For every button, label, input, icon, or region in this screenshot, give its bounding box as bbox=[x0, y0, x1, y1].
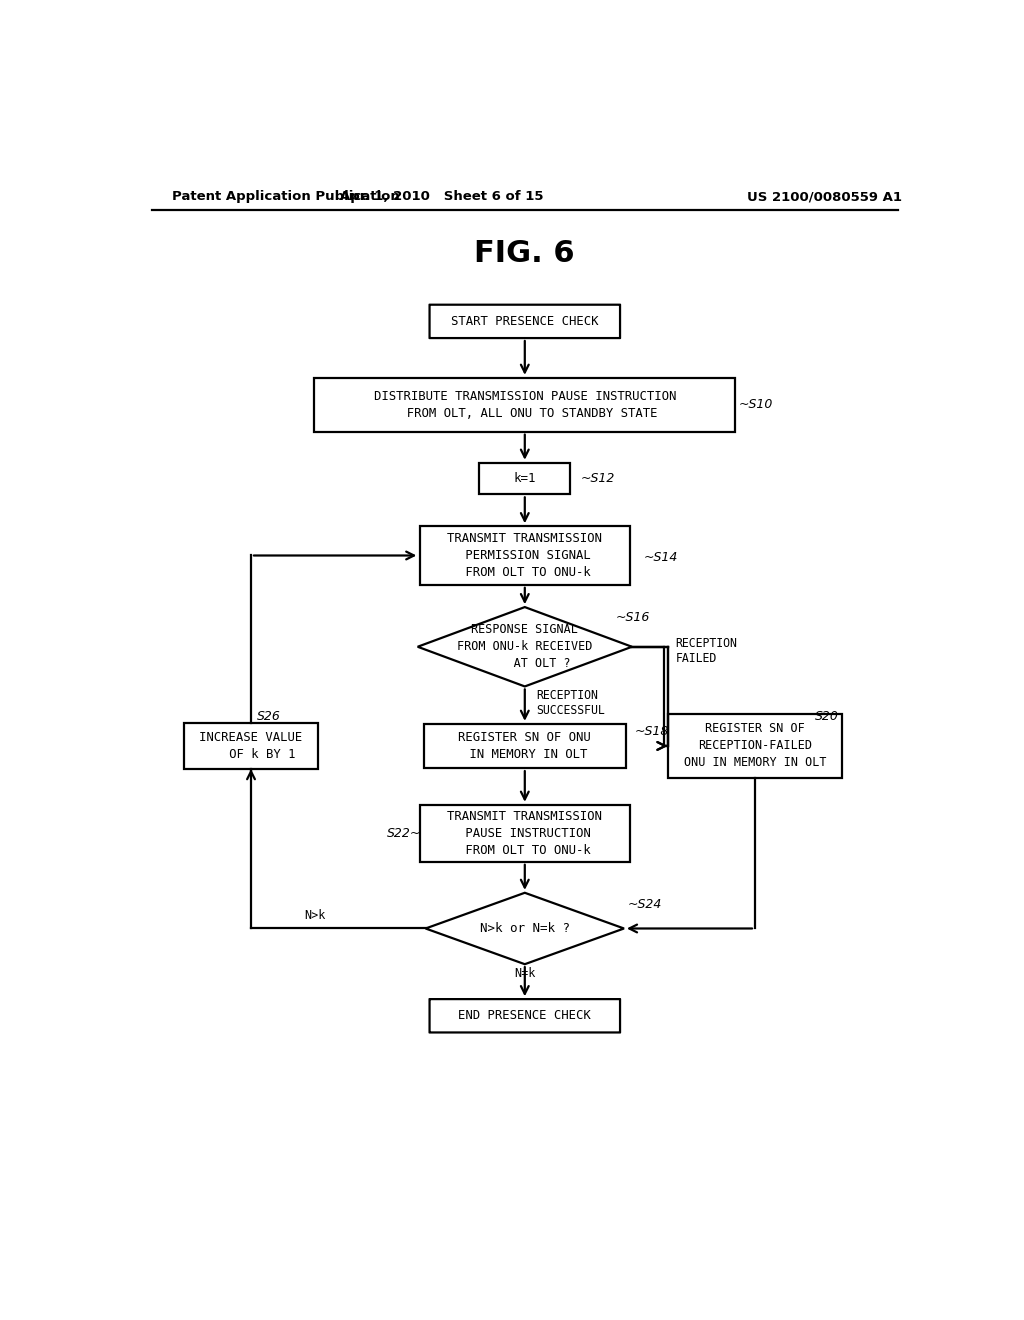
Text: Patent Application Publication: Patent Application Publication bbox=[172, 190, 399, 203]
Text: TRANSMIT TRANSMISSION
 PERMISSION SIGNAL
 FROM OLT TO ONU-k: TRANSMIT TRANSMISSION PERMISSION SIGNAL … bbox=[447, 532, 602, 579]
Bar bbox=[183, 723, 318, 770]
Bar bbox=[424, 723, 626, 768]
Text: ~S12: ~S12 bbox=[581, 473, 614, 484]
Text: ~S24: ~S24 bbox=[628, 898, 663, 911]
Text: REGISTER SN OF ONU
 IN MEMORY IN OLT: REGISTER SN OF ONU IN MEMORY IN OLT bbox=[459, 731, 591, 760]
Text: RECEPTION
SUCCESSFUL: RECEPTION SUCCESSFUL bbox=[536, 689, 604, 717]
Text: S26: S26 bbox=[257, 710, 282, 723]
Bar bbox=[314, 378, 735, 432]
Text: START PRESENCE CHECK: START PRESENCE CHECK bbox=[451, 315, 599, 327]
Text: N>k: N>k bbox=[304, 909, 326, 923]
Polygon shape bbox=[418, 607, 632, 686]
Text: N>k or N=k ?: N>k or N=k ? bbox=[480, 921, 569, 935]
Text: RESPONSE SIGNAL
FROM ONU-k RECEIVED
     AT OLT ?: RESPONSE SIGNAL FROM ONU-k RECEIVED AT O… bbox=[457, 623, 593, 671]
Text: RECEPTION
FAILED: RECEPTION FAILED bbox=[676, 638, 737, 665]
Text: ~S18: ~S18 bbox=[634, 725, 669, 738]
Text: END PRESENCE CHECK: END PRESENCE CHECK bbox=[459, 1010, 591, 1022]
Bar bbox=[420, 805, 630, 862]
Polygon shape bbox=[426, 892, 624, 964]
Text: S20: S20 bbox=[814, 710, 839, 723]
Text: k=1: k=1 bbox=[514, 473, 536, 484]
Text: S22~: S22~ bbox=[387, 826, 422, 840]
FancyBboxPatch shape bbox=[429, 305, 621, 338]
Bar bbox=[479, 462, 570, 495]
Text: REGISTER SN OF
RECEPTION-FAILED
ONU IN MEMORY IN OLT: REGISTER SN OF RECEPTION-FAILED ONU IN M… bbox=[684, 722, 826, 770]
Text: FIG. 6: FIG. 6 bbox=[474, 239, 575, 268]
Text: DISTRIBUTE TRANSMISSION PAUSE INSTRUCTION
  FROM OLT, ALL ONU TO STANDBY STATE: DISTRIBUTE TRANSMISSION PAUSE INSTRUCTIO… bbox=[374, 389, 676, 420]
Text: US 2100/0080559 A1: US 2100/0080559 A1 bbox=[748, 190, 902, 203]
Bar bbox=[668, 714, 842, 777]
Text: Apr. 1, 2010   Sheet 6 of 15: Apr. 1, 2010 Sheet 6 of 15 bbox=[340, 190, 543, 203]
Text: N=k: N=k bbox=[514, 966, 536, 979]
Bar bbox=[420, 527, 630, 585]
Text: INCREASE VALUE
   OF k BY 1: INCREASE VALUE OF k BY 1 bbox=[200, 731, 303, 760]
Text: ~S16: ~S16 bbox=[616, 611, 650, 624]
Text: TRANSMIT TRANSMISSION
 PAUSE INSTRUCTION
 FROM OLT TO ONU-k: TRANSMIT TRANSMISSION PAUSE INSTRUCTION … bbox=[447, 809, 602, 857]
FancyBboxPatch shape bbox=[429, 999, 621, 1032]
Text: ~S14: ~S14 bbox=[644, 552, 678, 565]
Text: ~S10: ~S10 bbox=[739, 399, 773, 412]
